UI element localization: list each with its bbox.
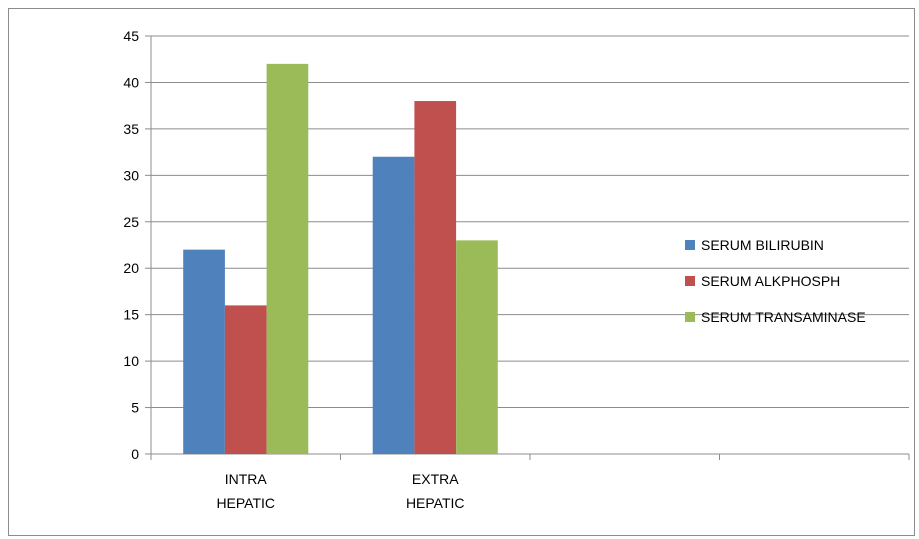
- bar-serum-bilirubin: [372, 156, 415, 454]
- chart-area: 0 5 10 15 20 25 30 35 40 45 INTRA HEPATIC EXTRA HEPAT…: [8, 8, 915, 536]
- y-tick-label: 15: [123, 307, 139, 323]
- bar-chart: 0 5 10 15 20 25 30 35 40 45 INTRA HEPATIC EXTRA HEPAT…: [123, 28, 910, 511]
- bar-serum-alkphosph: [414, 101, 457, 455]
- x-category-label: INTRA: [225, 471, 268, 487]
- y-tick-label: 20: [123, 260, 139, 276]
- legend-swatch: [685, 276, 695, 286]
- x-category-label: HEPATIC: [216, 495, 275, 511]
- bar-serum-alkphosph: [224, 305, 267, 454]
- x-category-label: EXTRA: [412, 471, 459, 487]
- legend-swatch: [685, 240, 695, 250]
- legend-label: SERUM TRANSAMINASE: [701, 309, 866, 325]
- bar-serum-transaminase: [456, 240, 498, 454]
- y-tick-label: 25: [123, 214, 139, 230]
- y-tick-label: 5: [131, 400, 139, 416]
- y-tick-label: 45: [123, 28, 139, 44]
- y-tick-label: 35: [123, 121, 139, 137]
- y-tick-label: 40: [123, 74, 139, 90]
- y-tick-label: 0: [131, 446, 139, 462]
- legend-swatch: [685, 312, 695, 322]
- bar-serum-bilirubin: [183, 249, 225, 454]
- legend-label: SERUM ALKPHOSPH: [701, 273, 840, 289]
- bar-serum-transaminase: [266, 63, 309, 454]
- y-tick-label: 10: [123, 353, 139, 369]
- x-category-label: HEPATIC: [406, 495, 465, 511]
- y-tick-label: 30: [123, 167, 139, 183]
- legend-label: SERUM BILIRUBIN: [701, 237, 824, 253]
